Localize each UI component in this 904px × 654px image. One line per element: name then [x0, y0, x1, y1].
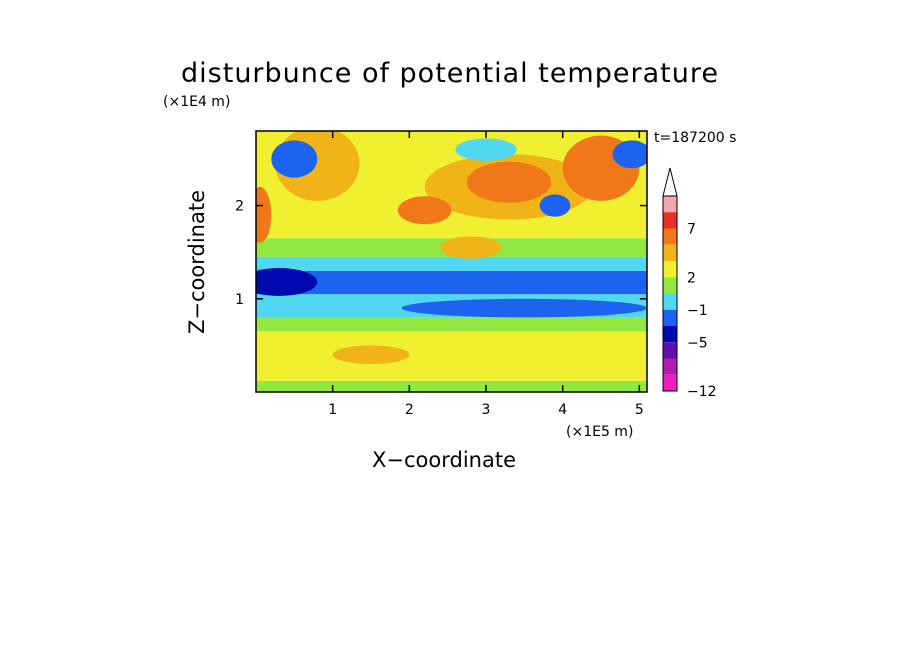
- colorbar-swatch-4: [663, 261, 677, 278]
- colorbar-swatch-9: [663, 342, 677, 359]
- x-tick-label-1: 2: [405, 402, 414, 418]
- contour-feature-10: [256, 268, 318, 296]
- contour-feature-11: [332, 345, 410, 365]
- colorbar-swatch-0: [663, 196, 677, 213]
- axis-ticks: 1 2 3 4 5 1 2: [235, 131, 647, 418]
- contour-feature-6: [440, 236, 502, 259]
- contour-band-4: [256, 270, 647, 295]
- time-label: t=187200 s: [654, 130, 737, 146]
- x-tick-label-3: 4: [558, 402, 567, 418]
- plot-frame: [255, 130, 648, 393]
- y-tick-label-0: 1: [235, 292, 244, 308]
- contour-band-0: [256, 380, 647, 392]
- contour-feature-13: [612, 140, 647, 169]
- colorbar-label-2: −1: [687, 303, 708, 319]
- colorbar-swatch-8: [663, 326, 677, 343]
- contour-feature-12: [455, 138, 517, 161]
- contour-feature-2: [397, 196, 452, 225]
- contour-feature-5: [271, 140, 318, 178]
- contour-feature-1: [466, 161, 552, 203]
- colorbar-swatch-2: [663, 228, 677, 245]
- chart-title: disturbunce of potential temperature: [181, 58, 719, 89]
- x-tick-label-4: 5: [635, 402, 644, 418]
- colorbar: 7 2 −1 −5 −12: [662, 167, 717, 400]
- contour-feature-8: [256, 186, 272, 243]
- colorbar-label-3: −5: [687, 335, 708, 351]
- colorbar-label-1: 2: [687, 270, 696, 286]
- x-tick-label-0: 1: [328, 402, 337, 418]
- contour-band-1: [256, 331, 647, 381]
- x-tick-label-2: 3: [482, 402, 491, 418]
- colorbar-swatch-3: [663, 244, 677, 261]
- contour-band-2: [256, 317, 647, 332]
- colorbar-swatch-11: [663, 374, 677, 391]
- contour-band-5: [256, 256, 647, 271]
- colorbar-label-4: −12: [687, 384, 717, 400]
- y-tick-label-1: 2: [235, 199, 244, 215]
- x-axis-label: X−coordinate: [372, 448, 516, 472]
- colorbar-swatch-7: [663, 309, 677, 326]
- colorbar-frame: [662, 195, 678, 392]
- colorbar-swatch-5: [663, 277, 677, 294]
- contour-feature-3: [539, 194, 571, 217]
- contour-feature-9: [401, 298, 647, 318]
- y-axis-unit: (×1E4 m): [163, 94, 231, 110]
- colorbar-swatch-6: [663, 293, 677, 310]
- colorbar-swatch-10: [663, 358, 677, 375]
- colorbar-label-0: 7: [687, 222, 696, 238]
- x-axis-unit: (×1E5 m): [566, 424, 634, 440]
- contour-fill: [256, 131, 647, 392]
- colorbar-extend-arrow: [662, 167, 678, 197]
- colorbar-swatch-1: [663, 212, 677, 229]
